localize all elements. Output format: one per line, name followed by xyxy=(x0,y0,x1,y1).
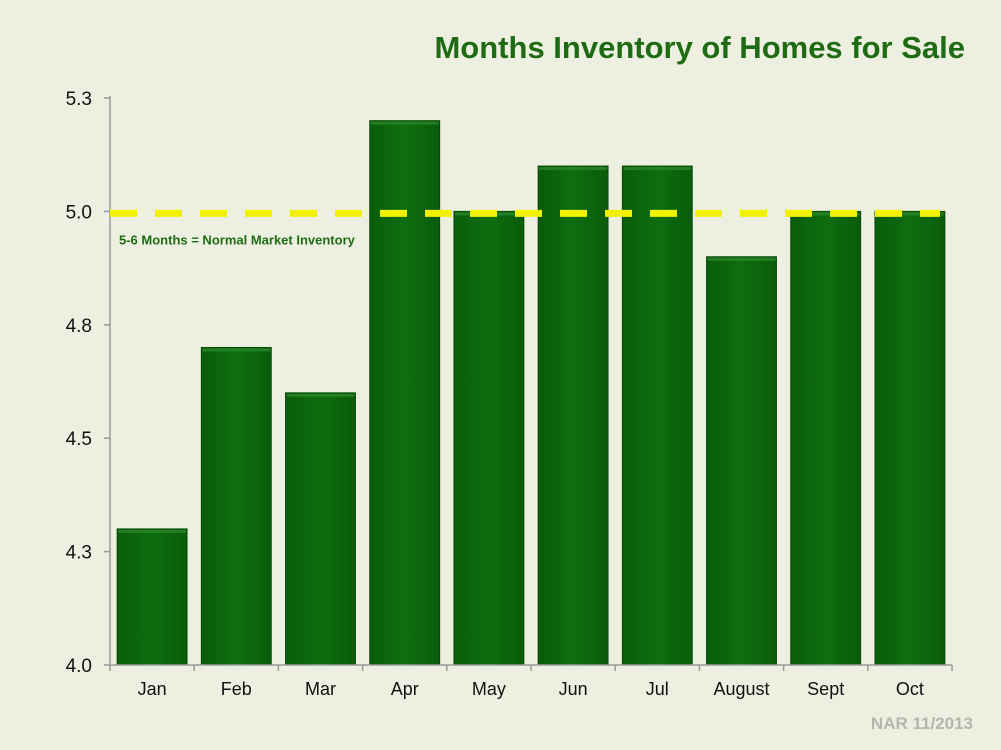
bar-highlight xyxy=(202,348,271,352)
y-tick-label: 5.0 xyxy=(66,202,92,223)
bar-jun xyxy=(537,165,609,666)
chart-title: Months Inventory of Homes for Sale xyxy=(434,30,965,65)
y-tick-label: 4.8 xyxy=(66,316,92,337)
x-tick-label: August xyxy=(713,679,769,699)
bars xyxy=(116,120,946,666)
bar-highlight xyxy=(370,121,439,125)
bar-apr xyxy=(369,120,441,666)
x-tick-label: Mar xyxy=(305,679,336,699)
y-tick-label: 5.3 xyxy=(66,89,92,110)
bar-jan xyxy=(116,528,188,666)
bar-highlight xyxy=(623,167,692,171)
bar-oct xyxy=(874,210,946,666)
x-tick-label: Jan xyxy=(138,679,167,699)
bar-august xyxy=(706,256,777,666)
bar-highlight xyxy=(539,167,608,171)
bar-jul xyxy=(621,165,693,666)
axis-labels: Jan Feb Mar Apr May Jun Jul August Sept Oct 4.0 4.3… xyxy=(66,89,924,699)
bar-highlight xyxy=(875,212,944,216)
axes xyxy=(104,96,953,671)
bar-mar xyxy=(285,392,356,666)
x-tick-label: Feb xyxy=(221,679,252,699)
x-tick-label: May xyxy=(472,679,506,699)
bar-highlight xyxy=(286,393,355,397)
source-note: NAR 11/2013 xyxy=(870,714,973,733)
y-tick-label: 4.5 xyxy=(66,429,92,450)
x-tick-label: Oct xyxy=(896,679,924,699)
bar-may xyxy=(453,210,525,666)
y-tick-label: 4.3 xyxy=(66,543,92,564)
bar-feb xyxy=(200,346,272,666)
reference-line-group: 5-6 Months = Normal Market Inventory xyxy=(110,209,940,247)
bar-highlight xyxy=(707,257,776,261)
y-tick-label: 4.0 xyxy=(66,656,92,677)
x-tick-label: Jul xyxy=(646,679,669,699)
bar-highlight xyxy=(791,212,860,216)
x-tick-label: Sept xyxy=(807,679,844,699)
bar-sept xyxy=(790,210,862,666)
x-tick-label: Jun xyxy=(559,679,588,699)
bar-highlight xyxy=(118,529,187,533)
x-tick-label: Apr xyxy=(391,679,419,699)
reference-line-label: 5-6 Months = Normal Market Inventory xyxy=(119,232,356,247)
